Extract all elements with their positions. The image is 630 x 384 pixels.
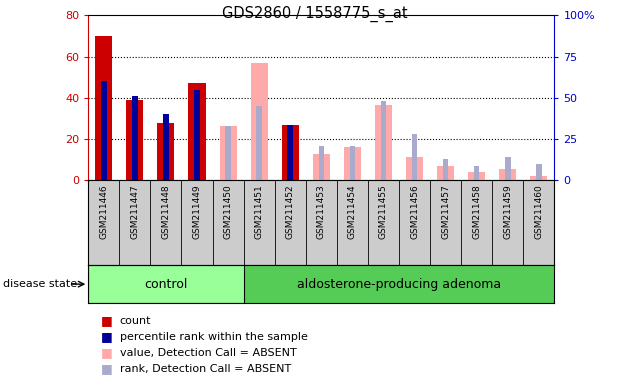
Text: ■: ■ <box>101 362 113 376</box>
Bar <box>499 169 517 180</box>
Text: GSM211447: GSM211447 <box>130 185 139 239</box>
Bar <box>194 90 200 180</box>
Bar <box>88 265 244 303</box>
Text: ■: ■ <box>101 314 113 327</box>
Bar <box>132 96 137 180</box>
Bar <box>344 147 361 180</box>
Bar <box>530 175 547 180</box>
Bar <box>375 104 392 180</box>
Text: ■: ■ <box>101 330 113 343</box>
Bar <box>158 123 175 180</box>
Bar <box>350 146 355 180</box>
Bar <box>474 166 479 180</box>
Text: GDS2860 / 1558775_s_at: GDS2860 / 1558775_s_at <box>222 6 408 22</box>
Text: GSM211457: GSM211457 <box>441 185 450 240</box>
Text: disease state: disease state <box>3 279 77 289</box>
Bar <box>443 159 449 180</box>
Text: GSM211453: GSM211453 <box>317 185 326 240</box>
Bar <box>412 134 417 180</box>
Bar <box>95 36 112 180</box>
Bar <box>163 114 169 180</box>
Bar <box>219 126 237 180</box>
Text: GSM211451: GSM211451 <box>255 185 263 240</box>
Text: GSM211460: GSM211460 <box>534 185 543 240</box>
Text: GSM211455: GSM211455 <box>379 185 388 240</box>
Text: GSM211456: GSM211456 <box>410 185 419 240</box>
Bar <box>282 125 299 180</box>
Text: GSM211452: GSM211452 <box>286 185 295 239</box>
Bar <box>536 164 542 180</box>
Text: GSM211450: GSM211450 <box>224 185 232 240</box>
Bar <box>312 154 330 180</box>
Text: ■: ■ <box>101 346 113 359</box>
Text: GSM211459: GSM211459 <box>503 185 512 240</box>
Bar <box>287 125 293 180</box>
Bar <box>437 166 454 180</box>
Text: GSM211446: GSM211446 <box>100 185 108 239</box>
Bar <box>251 63 268 180</box>
Text: GSM211449: GSM211449 <box>193 185 202 239</box>
Text: GSM211448: GSM211448 <box>161 185 170 239</box>
Text: control: control <box>144 278 188 291</box>
Text: GSM211454: GSM211454 <box>348 185 357 239</box>
Text: count: count <box>120 316 151 326</box>
Bar <box>256 106 262 180</box>
Bar <box>226 126 231 180</box>
Bar <box>101 81 106 180</box>
Text: percentile rank within the sample: percentile rank within the sample <box>120 332 307 342</box>
Bar <box>126 100 144 180</box>
Bar <box>468 172 485 180</box>
Text: aldosterone-producing adenoma: aldosterone-producing adenoma <box>297 278 501 291</box>
Bar <box>406 157 423 180</box>
Bar <box>381 101 386 180</box>
Text: GSM211458: GSM211458 <box>472 185 481 240</box>
Text: rank, Detection Call = ABSENT: rank, Detection Call = ABSENT <box>120 364 291 374</box>
Bar <box>505 157 510 180</box>
Bar <box>319 146 324 180</box>
Bar <box>188 83 205 180</box>
Text: value, Detection Call = ABSENT: value, Detection Call = ABSENT <box>120 348 297 358</box>
